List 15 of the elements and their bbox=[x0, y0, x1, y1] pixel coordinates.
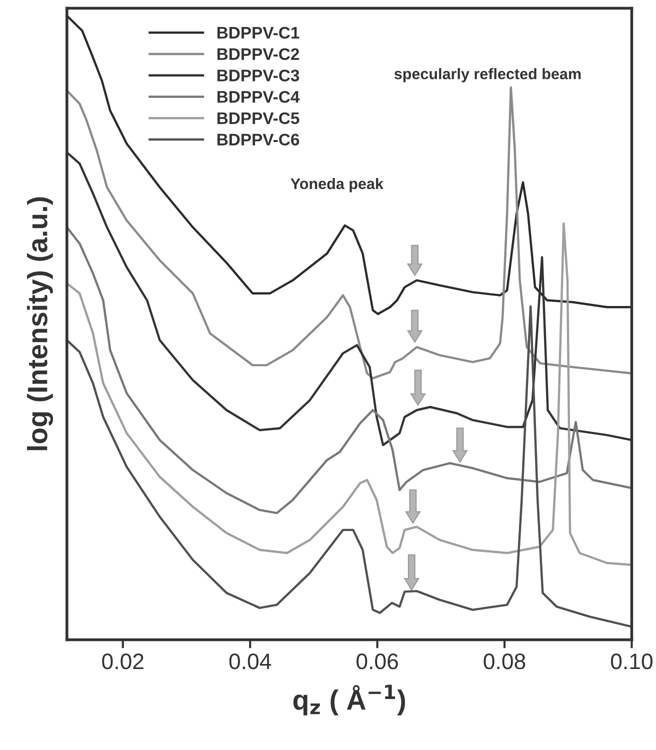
legend-label: BDPPV-C5 bbox=[217, 112, 300, 124]
x-axis-title: q$_{z}$ ( Å$^{−1}$) bbox=[293, 684, 406, 716]
x-tick-label: 0.06 bbox=[356, 654, 398, 670]
legend-label: BDPPV-C6 bbox=[217, 134, 300, 146]
annotation: Yoneda peak bbox=[290, 178, 384, 192]
legend-label: BDPPV-C3 bbox=[217, 70, 300, 82]
x-tick-label: 0.04 bbox=[229, 654, 272, 670]
legend-label: BDPPV-C4 bbox=[217, 90, 300, 103]
legend-label: BDPPV-C1 bbox=[217, 26, 300, 39]
annotation: specularly reflected beam bbox=[394, 68, 581, 82]
x-tick-label: 0.08 bbox=[484, 654, 526, 670]
x-tick-label: 0.10 bbox=[610, 654, 652, 670]
y-axis-title: log (Intensity) (a.u.) bbox=[27, 197, 54, 450]
x-tick-label: 0.02 bbox=[102, 654, 144, 670]
legend-label: BDPPV-C2 bbox=[217, 48, 300, 60]
